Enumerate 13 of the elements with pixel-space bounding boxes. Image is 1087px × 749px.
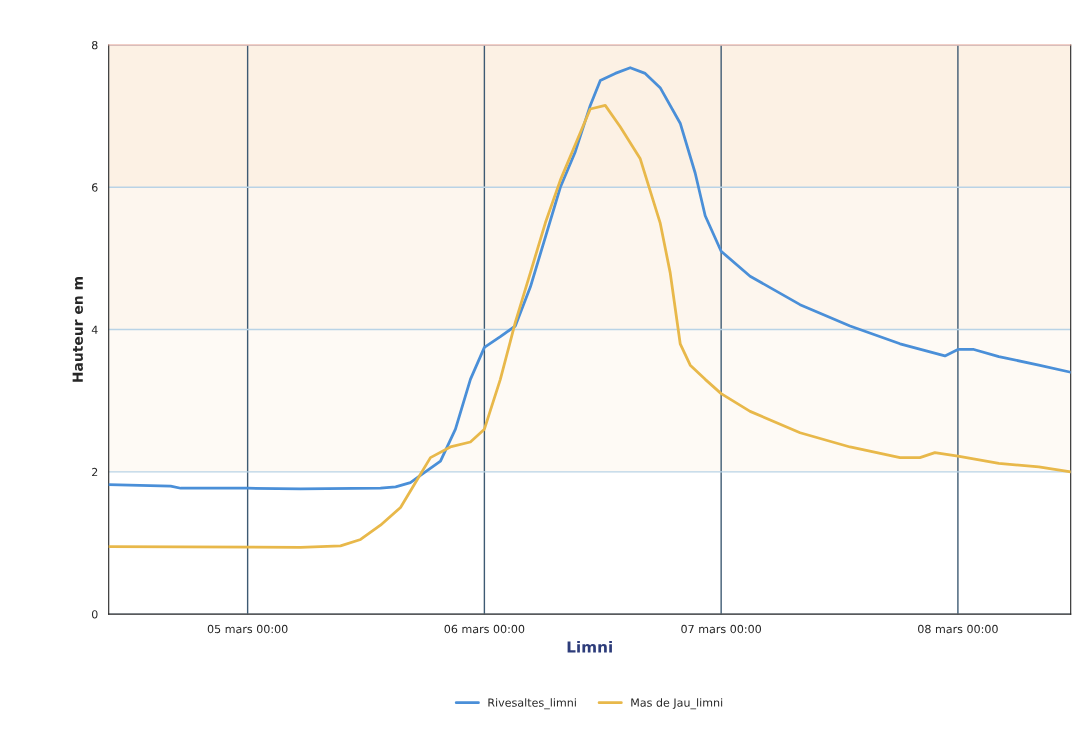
x-tick-label: 05 mars 00:00 <box>207 624 288 634</box>
y-tick-label: 4 <box>91 325 98 334</box>
legend-label: Rivesaltes_limni <box>488 698 576 710</box>
y-tick-label: 6 <box>91 183 98 192</box>
x-axis-title: Limni <box>567 640 612 653</box>
y-tick-label: 2 <box>92 467 98 477</box>
legend-label: Mas de Jau_limni <box>631 698 723 710</box>
x-tick-label: 08 mars 00:00 <box>918 624 998 634</box>
y-tick-label: 0 <box>91 610 98 619</box>
y-tick-label: 8 <box>91 40 98 50</box>
y-axis-title: Hauteur en m <box>72 277 83 382</box>
x-tick-label: 07 mars 00:00 <box>681 624 762 634</box>
x-tick-label: 06 mars 00:00 <box>444 624 525 634</box>
